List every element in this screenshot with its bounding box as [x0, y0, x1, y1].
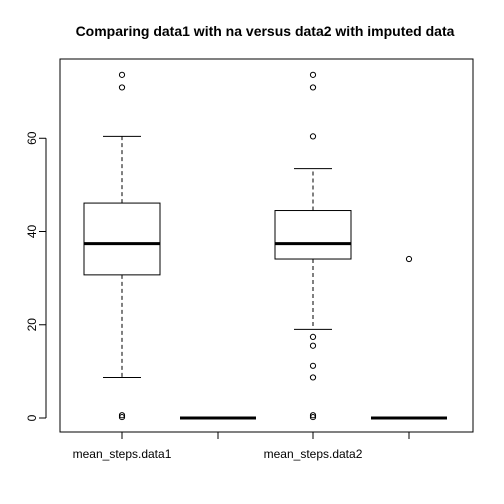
outlier-point — [118, 71, 126, 78]
outlier-point — [118, 412, 126, 419]
outlier-point — [118, 413, 126, 421]
outlier-point — [405, 255, 413, 263]
box-iqr — [274, 210, 352, 260]
outlier-point — [118, 84, 126, 91]
boxes-group — [83, 71, 447, 421]
outlier-point — [309, 133, 317, 140]
y-tick-label: 20 — [25, 318, 39, 332]
box-iqr — [83, 202, 161, 276]
y-tick-label: 60 — [25, 131, 39, 145]
x-tick-label: mean_steps.data1 — [73, 447, 172, 461]
x-axis: mean_steps.data1 mean_steps.data2 — [73, 431, 410, 461]
outlier-point — [309, 412, 317, 419]
outlier-point — [309, 84, 317, 91]
x-tick-label: mean_steps.data2 — [264, 447, 363, 461]
box-series-1 — [83, 71, 161, 421]
box-series-4 — [371, 255, 447, 420]
y-tick-label: 40 — [25, 225, 39, 239]
outlier-point — [309, 333, 317, 340]
y-tick-label: 0 — [25, 414, 39, 421]
outlier-point — [309, 374, 317, 381]
box-series-3 — [274, 71, 352, 421]
chart-title: Comparing data1 with na versus data2 wit… — [76, 23, 455, 39]
outlier-point — [309, 362, 317, 369]
outlier-point — [309, 413, 317, 421]
outlier-point — [309, 342, 317, 349]
y-axis: 0 20 40 60 — [25, 131, 47, 421]
outlier-point — [309, 71, 317, 78]
